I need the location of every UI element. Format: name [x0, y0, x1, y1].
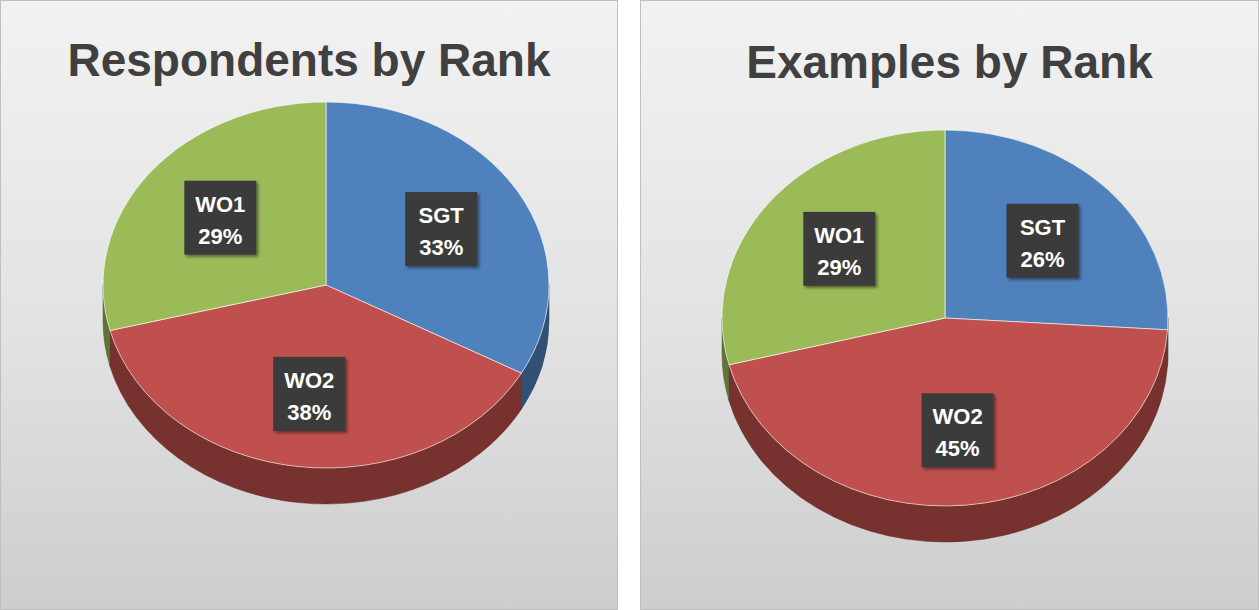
- data-label-value: 38%: [287, 400, 331, 425]
- data-label-category: WO2: [933, 404, 983, 429]
- data-label: WO245%: [922, 393, 994, 467]
- data-labels: SGT26%WO245%WO129%: [803, 204, 1078, 468]
- data-label: SGT 26%: [1007, 204, 1079, 278]
- data-label: SGT 33%: [405, 192, 477, 266]
- data-label-value: 33%: [419, 235, 463, 260]
- data-label: WO238%: [273, 357, 345, 431]
- panel-background: [1, 1, 618, 610]
- data-label-box: [273, 357, 345, 431]
- chart-title: Examples by Rank: [746, 36, 1153, 88]
- pie-slice: [722, 130, 945, 365]
- data-label-category: WO2: [284, 368, 334, 393]
- data-label-category: SGT: [1020, 215, 1066, 240]
- data-label-category: SGT: [419, 203, 465, 228]
- data-labels: SGT33%WO238%WO129%: [184, 181, 477, 431]
- data-label-box: [922, 393, 994, 467]
- pie-slices: [103, 102, 549, 468]
- pie-slices: [722, 130, 1168, 506]
- data-label-box: [1007, 204, 1079, 278]
- panel-background: [641, 1, 1259, 610]
- pie-panel: Examples by RankSGT26%WO245%WO129%: [641, 1, 1259, 610]
- data-label-value: 29%: [817, 255, 861, 280]
- data-label-box: [184, 181, 256, 255]
- data-label-value: 29%: [198, 224, 242, 249]
- pie-slice: [103, 102, 326, 331]
- pie-panel: Respondents by RankSGT33%WO238%WO129%: [1, 1, 618, 610]
- data-label-category: WO1: [814, 223, 864, 248]
- data-label-value: 45%: [936, 436, 980, 461]
- data-label-box: [803, 212, 875, 286]
- data-label: WO129%: [803, 212, 875, 286]
- data-label: WO129%: [184, 181, 256, 255]
- data-label-value: 26%: [1020, 247, 1064, 272]
- pie-slice: [945, 130, 1168, 330]
- chart-canvas: Respondents by RankSGT33%WO238%WO129%Exa…: [0, 0, 1259, 610]
- chart-title: Respondents by Rank: [67, 34, 551, 86]
- data-label-box: [405, 192, 477, 266]
- data-label-category: WO1: [195, 192, 245, 217]
